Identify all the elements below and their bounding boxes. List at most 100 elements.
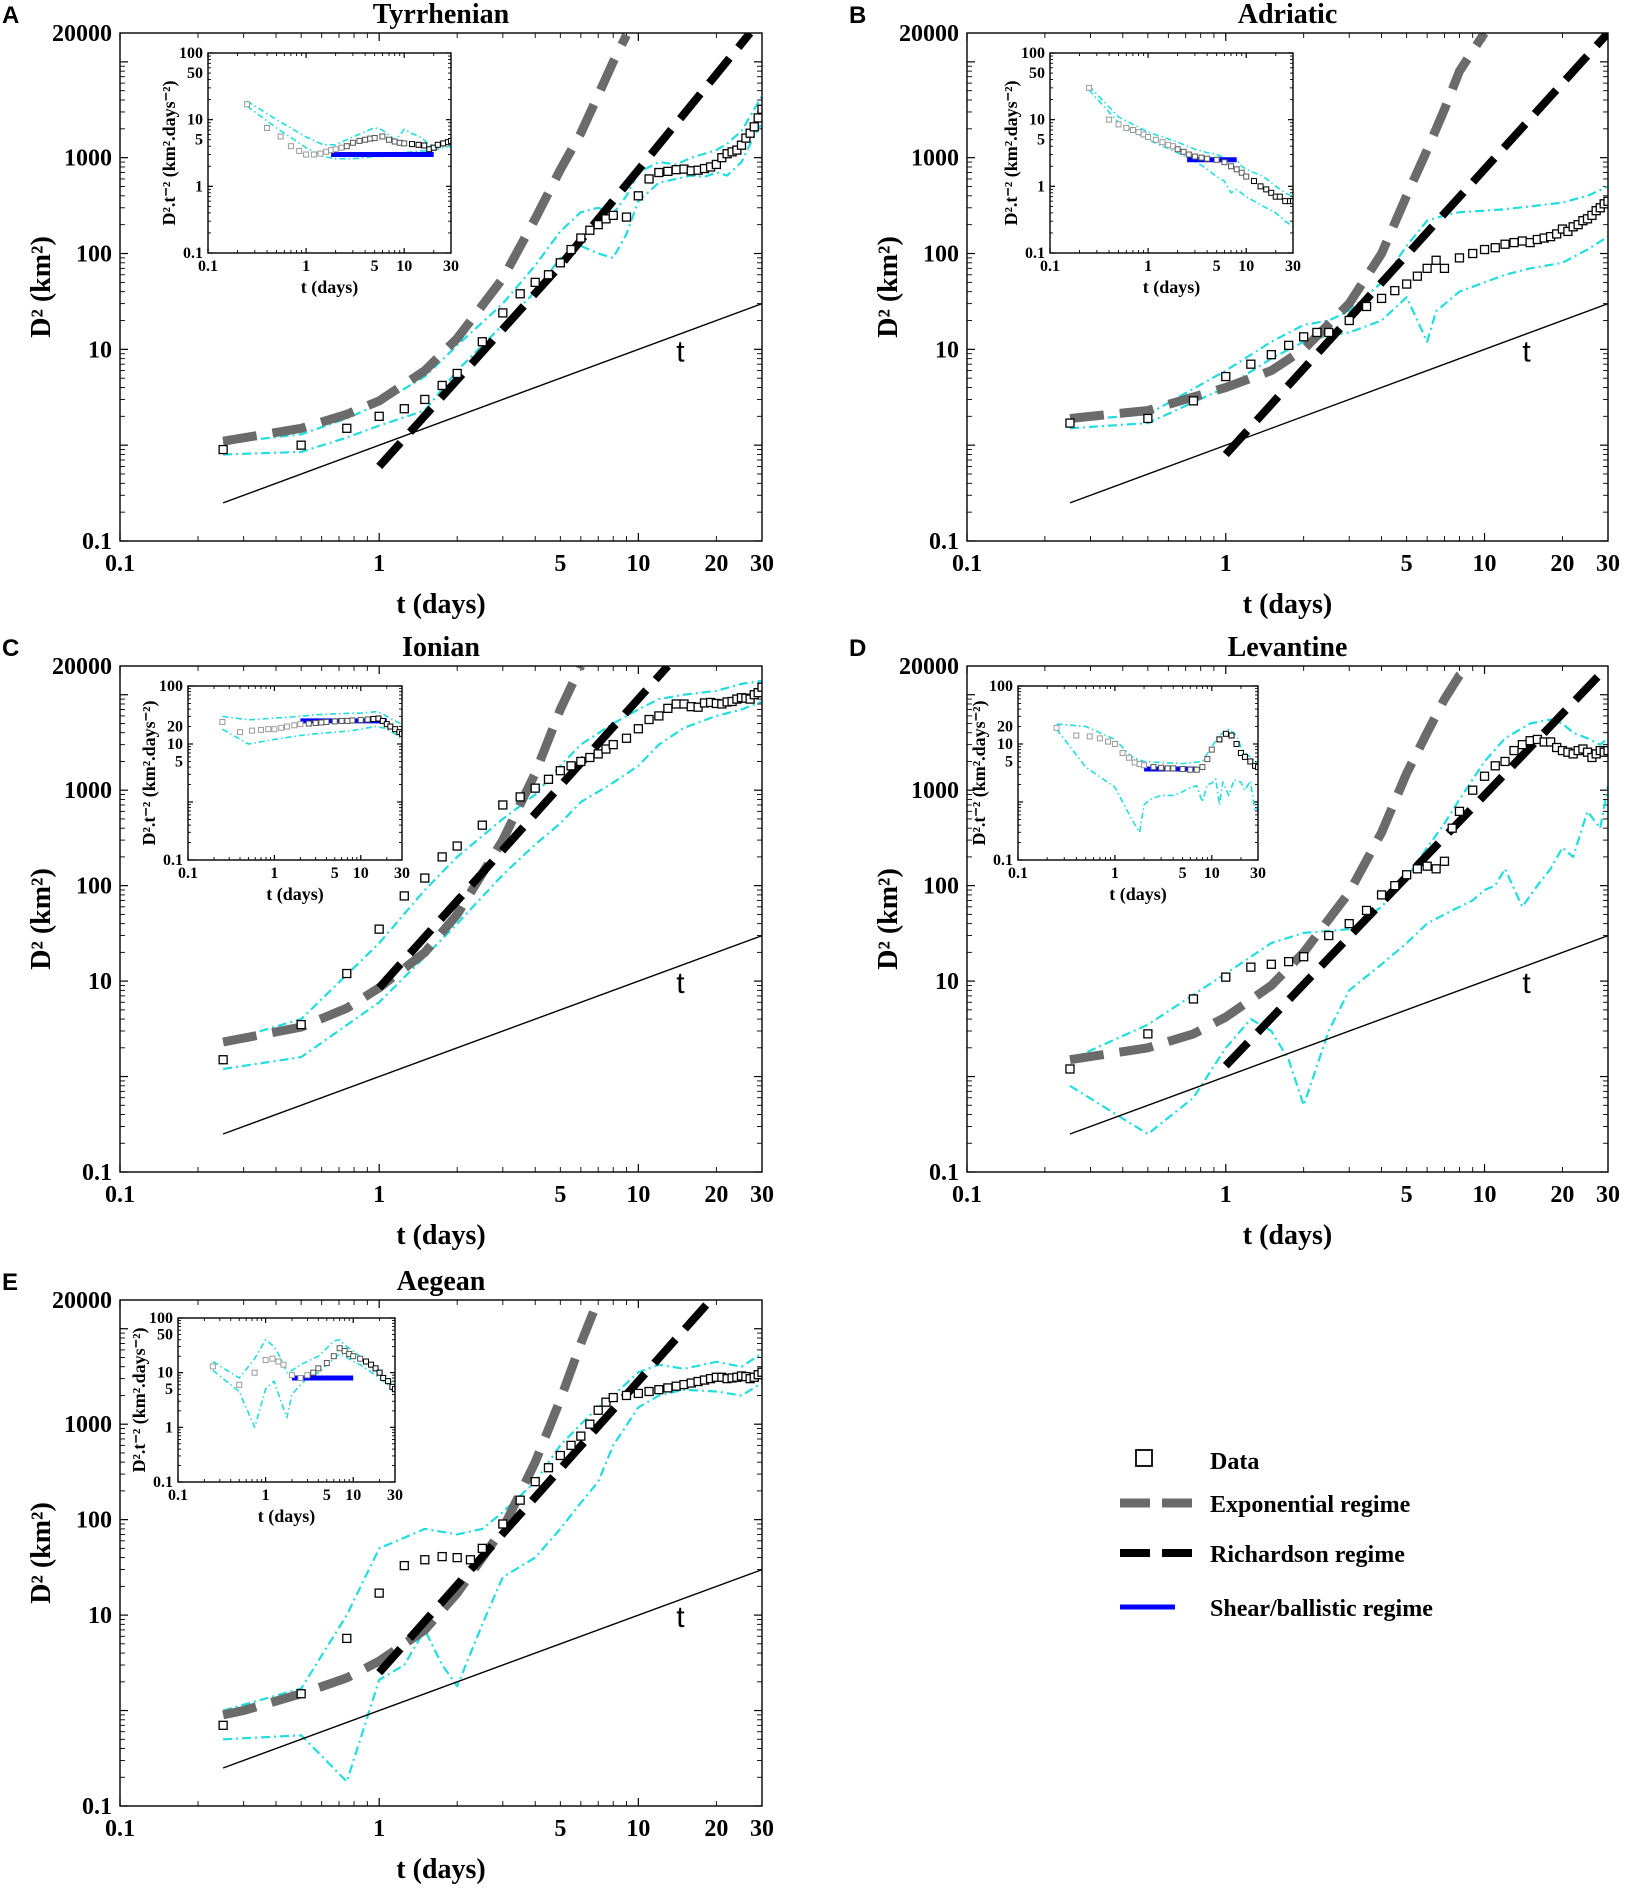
panel-d-ytick-label: 20000 (899, 654, 959, 680)
panel-c-inset-data-point (248, 727, 255, 734)
legend-item-richardson-regime: Richardson regime (1120, 1542, 1405, 1568)
panel-b-inset-data-point (1115, 121, 1122, 128)
panel-d-inset-data-point (1164, 765, 1171, 772)
panel-e-inset-frame (177, 1317, 396, 1483)
panel-e-inset-data-point (297, 1374, 304, 1381)
panel-c-data-point (671, 699, 681, 709)
panel-e-series-upper-bound (222, 1352, 762, 1712)
panel-e-inset-data-point (336, 1345, 343, 1352)
panel-d-inset-ytick-label: 5 (1005, 753, 1013, 770)
panel-c-series-t (222, 934, 762, 1135)
panel-a-data-point (452, 368, 462, 379)
panel-c-data-point (757, 682, 762, 692)
panel-b-inset-data-point (1159, 139, 1166, 146)
panel-e-inset-data-point (380, 1374, 387, 1381)
panel-a-ytick-label: 20000 (52, 21, 112, 47)
panel-b-data-point (1246, 359, 1256, 369)
panel-a-series-richardson-regime (376, 33, 754, 470)
panel-c-series-richardson-regime (376, 666, 671, 991)
panel-a-inset-data-point (415, 141, 422, 148)
panel-d-inset-data-point (1096, 735, 1103, 742)
panel-a-data-point (585, 225, 595, 235)
panel-c-xtick-label: 1 (373, 1182, 385, 1208)
panel-a-title: Tyrrhenian (373, 0, 510, 30)
panel-e-data-point (585, 1419, 595, 1429)
panel-a-data-point (576, 233, 586, 243)
panel-c-inset-plot-area (219, 710, 402, 745)
panel-d-data-point (1454, 806, 1465, 817)
panel-d-inset-ytick-label: 20 (997, 719, 1013, 736)
panel-e-title: Aegean (397, 1266, 486, 1297)
panel-c-ytick-label: 100 (76, 874, 112, 900)
panel-b-inset-data-point (1243, 173, 1250, 180)
legend: Data Exponential regime Richardson regime S… (1120, 1449, 1433, 1622)
panel-d-inset-data-point (1119, 749, 1126, 756)
panel-c-ytick-label: 0.1 (82, 1160, 112, 1186)
panel-b-inset-data-point (1238, 169, 1245, 176)
panel-b-data-point (1603, 196, 1608, 207)
panel-c-inset-data-point (284, 723, 291, 730)
legend-data-marker (1135, 1449, 1153, 1467)
panel-e-data-point (621, 1390, 632, 1401)
panel-b-label: B (849, 2, 866, 29)
panel-d-xtick-label: 10 (1473, 1182, 1497, 1208)
panel-b-data-point (1490, 243, 1500, 253)
panel-d-inset-data-point (1228, 732, 1235, 739)
panel-d-ylabel: D² (km²) (873, 868, 904, 970)
panel-e-series-richardson-regime (376, 1300, 714, 1676)
panel-a-data-point (374, 411, 384, 421)
panel-d-inset-data-point (1255, 764, 1258, 771)
panel-b-ytick-label: 20000 (899, 21, 959, 47)
panel-d-inset-data-point (1158, 764, 1165, 771)
panel-c-inset-data-point (338, 717, 345, 724)
panel-e-inset-data-point (269, 1355, 276, 1362)
panel-e-ytick-label: 10 (88, 1603, 112, 1629)
panel-e-inset-background (178, 1318, 395, 1482)
panel-a-ytick-label: 10 (88, 337, 112, 363)
panel-d-inset-data-point (1216, 736, 1223, 743)
panel-e-inset-data-point (341, 1347, 348, 1354)
panel-d-data-point (1188, 994, 1199, 1004)
panel-c-data-point (515, 792, 525, 802)
panel-a-inset-data-point (356, 137, 363, 144)
panel-d-data-point (1299, 952, 1309, 962)
panel-c-inset-xtick-label: 0.1 (178, 865, 198, 882)
panel-a-inset-ytick-label: 1 (195, 178, 203, 195)
panel-a-xtick-label: 20 (704, 551, 728, 577)
panel-d-data-point (1490, 761, 1500, 771)
panel-b-series-richardson-regime (1222, 33, 1608, 458)
panel-c-ylabel: D² (km²) (26, 868, 57, 970)
panel-b-data-point (1065, 418, 1075, 428)
panel-e-inset-series-upper-bound (212, 1339, 395, 1388)
panel-e-data-point (530, 1477, 540, 1487)
panel-e-data-point (663, 1383, 673, 1393)
panel-b-xtick-label: 30 (1596, 551, 1620, 577)
panel-a-inset-ytick-label: 0.1 (183, 245, 203, 262)
panel-a-data-point (654, 167, 664, 178)
panel-b-inset-xlabel: t (days) (1143, 277, 1201, 298)
panel-e-ylabel: D² (km²) (26, 1502, 57, 1604)
panel-c-data-point (218, 1055, 228, 1065)
panel-a-data-point (399, 404, 409, 414)
panel-e-xtick-label: 20 (704, 1816, 728, 1842)
panel-d-data-point (1266, 959, 1276, 969)
panel-d-data-point (1246, 962, 1256, 972)
panel-c-inset-ytick-label: 0.1 (163, 852, 183, 869)
panel-c-inset-data-point (291, 722, 298, 729)
panel-d-inset-data-point (1247, 758, 1254, 765)
panel-b-data-point (1509, 237, 1519, 248)
panel-b-xtick-label: 20 (1550, 551, 1574, 577)
panel-d-inset-background (1018, 686, 1258, 860)
panel-a-ytick-label: 100 (76, 242, 112, 268)
panel-e-plot-area (218, 1300, 762, 1783)
panel-c-inset-xtick-label: 30 (394, 865, 410, 882)
panel-c-data-point (644, 714, 654, 725)
panel-b-inset-ytick-label: 10 (1029, 112, 1045, 129)
panel-d-data-point (1439, 856, 1450, 866)
panel-e-inset-xtick-label: 10 (345, 1487, 361, 1504)
panel-c-inset-background (188, 686, 402, 860)
panel-d-ytick-label: 10 (935, 969, 959, 995)
legend-label-richardson-regime: Richardson regime (1210, 1542, 1405, 1568)
